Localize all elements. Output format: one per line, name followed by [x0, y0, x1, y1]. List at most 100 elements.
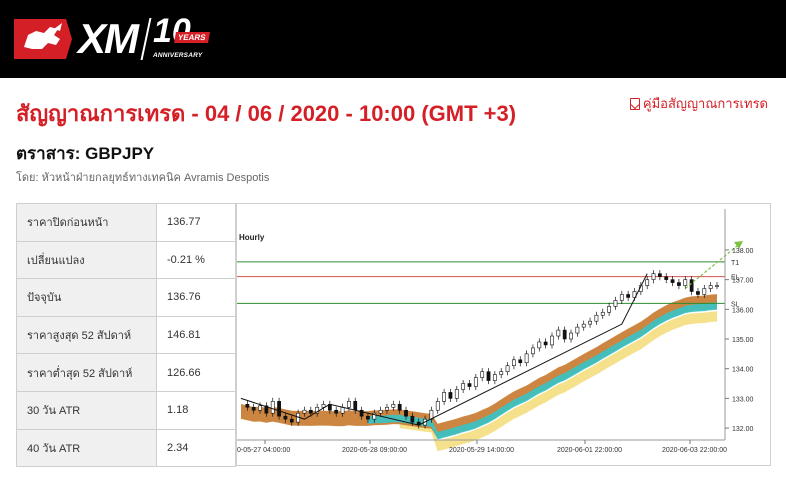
moving-average-bands — [241, 294, 717, 452]
candle-body — [346, 401, 351, 408]
candle-body — [575, 326, 580, 334]
candle-body — [632, 291, 637, 298]
candle-body — [454, 389, 459, 399]
candle-body — [486, 371, 491, 381]
trend-lines — [240, 240, 744, 426]
candle-body — [258, 405, 262, 411]
level-label-t1: T1 — [731, 260, 739, 267]
table-row: ราคาต่ำสุด 52 สัปดาห์ 126.66 — [16, 353, 236, 392]
candle-body — [435, 401, 440, 411]
candle-body — [657, 273, 662, 277]
candle-body — [264, 405, 269, 414]
trend-line — [240, 273, 648, 426]
candle-body — [626, 294, 631, 298]
x-tick-label: 2020-05-28 09:00:00 — [342, 447, 407, 454]
level-label-el: EL — [731, 275, 740, 282]
candle-body — [492, 374, 497, 381]
candle-body — [359, 409, 364, 417]
price-chart: Hourly T1 EL SL 138.00 137.00 136.00 135.00 13… — [236, 203, 771, 466]
candle-body — [442, 392, 446, 402]
stat-value: 146.81 — [156, 315, 236, 355]
candle-body — [505, 365, 510, 372]
candle-body — [543, 341, 548, 346]
table-row: 40 วัน ATR 2.34 — [16, 428, 236, 468]
stat-label: ราคาสูงสุด 52 สัปดาห์ — [16, 315, 157, 355]
candle-body — [677, 282, 681, 286]
candle-body — [531, 347, 535, 355]
candle-body — [410, 415, 415, 423]
y-tick-label: 135.00 — [732, 337, 754, 344]
candle-body — [645, 279, 650, 286]
y-tick-label: 134.00 — [732, 367, 754, 374]
signal-levels: T1 EL SL — [237, 260, 740, 308]
candle-body — [499, 371, 504, 375]
candle-body — [696, 291, 700, 295]
candle-body — [245, 404, 250, 408]
candle-body — [283, 415, 288, 420]
candle-body — [607, 306, 612, 313]
anniversary-label: ANNIVERSARY — [153, 52, 203, 59]
candle-body — [308, 409, 313, 414]
stat-label: ราคาปิดก่อนหน้า — [16, 203, 157, 242]
candle-body — [664, 276, 669, 280]
y-tick-label: 132.00 — [732, 426, 754, 433]
y-tick-label: 138.00 — [732, 248, 754, 255]
candle-body — [613, 300, 618, 307]
candle-body — [588, 320, 592, 325]
signals-guide-link[interactable]: คู่มือสัญญาณการเทรด — [629, 93, 768, 114]
candle-body — [512, 359, 516, 367]
candle-body — [683, 279, 688, 286]
price-candles — [245, 270, 719, 429]
xm-logo-text: XM — [78, 15, 139, 62]
level-label-sl: SL — [731, 301, 740, 308]
logo-divider — [140, 18, 152, 60]
candle-body — [518, 359, 523, 364]
x-tick-label: 2020-05-29 14:00:00 — [449, 447, 514, 454]
candle-body — [569, 332, 573, 340]
table-row: ราคาปิดก่อนหน้า 136.77 — [16, 203, 236, 242]
candle-body — [353, 401, 358, 411]
y-axis: 138.00 137.00 136.00 135.00 134.00 133.00 132.… — [724, 209, 754, 440]
y-tick-label: 133.00 — [732, 396, 754, 403]
table-row: 30 วัน ATR 1.18 — [16, 390, 236, 430]
table-row: ราคาสูงสุด 52 สัปดาห์ 146.81 — [16, 315, 236, 355]
anniversary-badge: 10 YEARS ANNIVERSARY — [153, 12, 215, 62]
stat-label: ราคาต่ำสุด 52 สัปดาห์ — [16, 353, 157, 392]
candle-body — [670, 279, 675, 283]
y-tick-label: 136.00 — [732, 307, 754, 314]
signals-guide-label: คู่มือสัญญาณการเทรด — [642, 96, 768, 111]
chart-title: Hourly — [239, 233, 265, 242]
candle-body — [550, 335, 554, 346]
candle-body — [391, 404, 396, 408]
stat-value: 1.18 — [156, 390, 236, 430]
author-byline: โดย: หัวหน้าฝ่ายกลยุทธ์ทางเทคนิค Avramis… — [16, 172, 270, 184]
pdf-icon — [629, 97, 640, 110]
candle-body — [302, 409, 307, 414]
ma-band — [367, 302, 717, 440]
candle-body — [289, 418, 294, 423]
stat-label: เปลี่ยนแปลง — [16, 240, 157, 280]
candle-body — [270, 401, 275, 414]
page-title: สัญญาณการเทรด - 04 / 06 / 2020 - 10:00 (… — [16, 101, 517, 126]
candle-body — [537, 341, 542, 349]
candle-body — [651, 273, 656, 280]
candle-body — [473, 377, 478, 387]
candle-body — [702, 288, 707, 295]
y-tick-label: 137.00 — [732, 278, 754, 285]
candle-body — [251, 406, 256, 411]
candle-body — [404, 409, 408, 417]
candle-body — [397, 404, 402, 411]
candle-body — [334, 409, 339, 414]
candle-body — [461, 383, 466, 390]
candle-body — [467, 383, 472, 387]
candle-body — [366, 415, 370, 420]
stat-value: -0.21 % — [156, 240, 236, 280]
candle-body — [372, 412, 377, 420]
header-bar: XM 10 YEARS ANNIVERSARY — [0, 0, 786, 78]
candle-body — [448, 392, 453, 399]
stat-label: 30 วัน ATR — [16, 390, 157, 430]
table-row: ปัจจุบัน 136.76 — [16, 278, 236, 317]
candle-body — [689, 279, 694, 292]
xm-logo[interactable]: XM 10 YEARS ANNIVERSARY — [14, 12, 215, 64]
